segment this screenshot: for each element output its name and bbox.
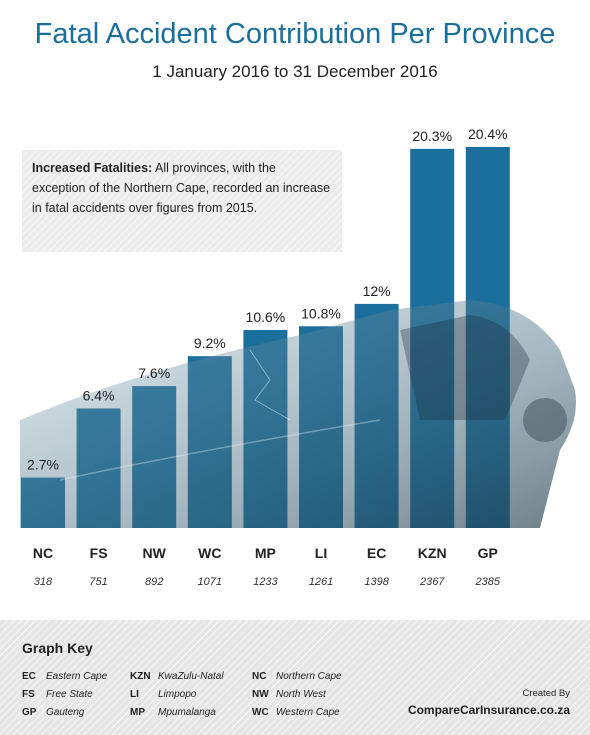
key-item: FS Free State <box>22 686 107 704</box>
key-code: FS <box>22 689 35 700</box>
key-code: LI <box>130 689 139 700</box>
category-label: GP <box>478 545 498 561</box>
value-label: 7.6% <box>138 365 170 381</box>
chart-title: Fatal Accident Contribution Per Province <box>34 18 556 50</box>
graph-key-title: Graph Key <box>22 640 93 656</box>
count-label: 1398 <box>364 576 389 588</box>
value-label: 20.3% <box>412 128 452 144</box>
key-name: Northern Cape <box>276 671 342 682</box>
value-label: 6.4% <box>83 387 115 403</box>
note-text: All provinces, with the exception of the… <box>32 161 331 215</box>
value-label: 20.4% <box>468 126 508 142</box>
key-item: NW North West <box>252 686 342 704</box>
category-label: LI <box>315 545 327 561</box>
key-code: GP <box>22 707 37 718</box>
value-label: 2.7% <box>27 457 59 473</box>
key-code: EC <box>22 671 36 682</box>
key-code: WC <box>252 707 269 718</box>
key-item: EC Eastern Cape <box>22 668 107 686</box>
created-by-label: Created By <box>522 688 570 699</box>
category-label: WC <box>198 545 221 561</box>
count-label: 751 <box>89 576 107 588</box>
key-item: GP Gauteng <box>22 704 107 722</box>
key-code: NC <box>252 671 267 682</box>
key-name: KwaZulu-Natal <box>158 671 224 682</box>
count-label: 1071 <box>198 576 222 588</box>
count-label: 1233 <box>253 576 278 588</box>
value-label: 9.2% <box>194 335 226 351</box>
value-label: 10.6% <box>246 309 286 325</box>
category-label: EC <box>367 545 386 561</box>
bar-chart: 2.7% NC 318 6.4% FS 751 7.6% NW 892 9.2% WC 1071 10.… <box>20 126 576 588</box>
key-code: NW <box>252 689 269 700</box>
graph-key-footer: Graph Key EC Eastern Cape FS Free State GP… <box>0 620 590 735</box>
key-column-2: KZN KwaZulu-Natal LI Limpopo MP Mpumalanga <box>130 668 224 722</box>
car-photo-overlay <box>20 300 576 528</box>
count-label: 2367 <box>419 576 445 588</box>
count-label: 892 <box>145 576 163 588</box>
key-item: NC Northern Cape <box>252 668 342 686</box>
count-label: 1261 <box>309 576 333 588</box>
key-column-3: NC Northern Cape NW North West WC Western C… <box>252 668 342 722</box>
key-column-1: EC Eastern Cape FS Free State GP Gauteng <box>22 668 107 722</box>
key-name: Mpumalanga <box>158 707 216 718</box>
key-name: Western Cape <box>276 707 340 718</box>
key-item: LI Limpopo <box>130 686 224 704</box>
key-item: MP Mpumalanga <box>130 704 224 722</box>
category-label: MP <box>255 545 276 561</box>
category-label: KZN <box>418 545 447 561</box>
key-item: KZN KwaZulu-Natal <box>130 668 224 686</box>
chart-subtitle: 1 January 2016 to 31 December 2016 <box>152 62 438 81</box>
value-label: 10.8% <box>301 305 341 321</box>
key-name: North West <box>276 689 326 700</box>
key-name: Eastern Cape <box>46 671 108 682</box>
key-code: KZN <box>130 671 151 682</box>
category-label: FS <box>90 545 108 561</box>
site-credit[interactable]: CompareCarInsurance.co.za <box>407 703 570 717</box>
category-label: NW <box>143 545 167 561</box>
key-name: Limpopo <box>158 689 197 700</box>
key-item: WC Western Cape <box>252 704 342 722</box>
key-code: MP <box>130 707 145 718</box>
key-name: Free State <box>46 689 93 700</box>
increased-fatalities-note: Increased Fatalities: All provinces, wit… <box>22 150 342 252</box>
key-name: Gauteng <box>46 707 85 718</box>
count-label: 318 <box>34 576 53 588</box>
count-label: 2385 <box>475 576 501 588</box>
category-label: NC <box>33 545 53 561</box>
note-heading: Increased Fatalities: <box>32 161 153 175</box>
value-label: 12% <box>363 283 391 299</box>
